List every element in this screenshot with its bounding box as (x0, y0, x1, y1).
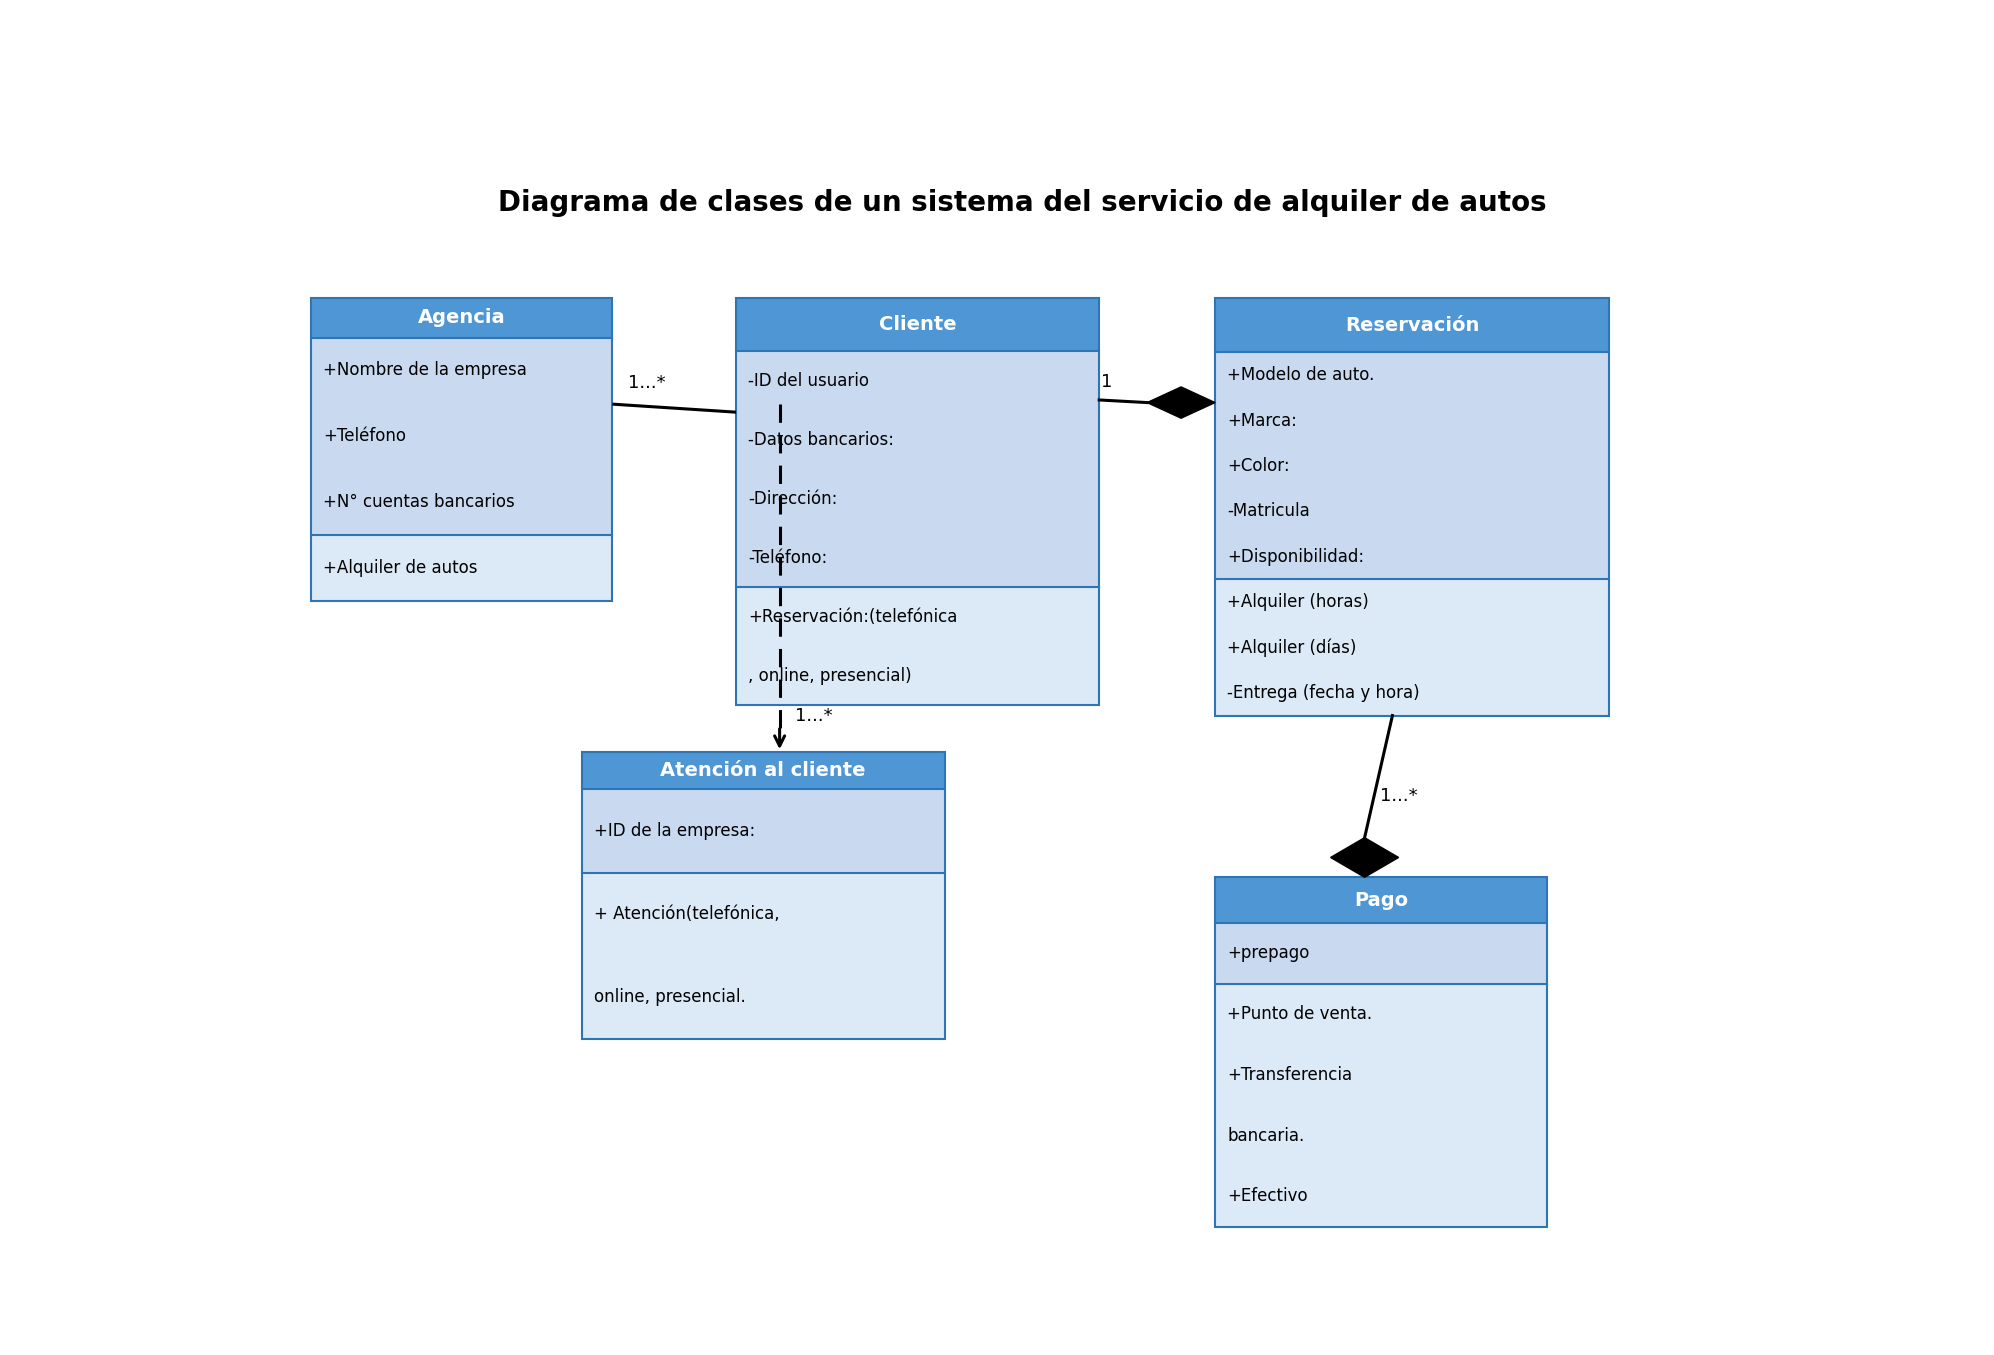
Text: +Alquiler de autos: +Alquiler de autos (323, 558, 479, 577)
Bar (1214, 580, 1609, 715)
Bar (582, 873, 945, 1039)
Text: + Atención(telefónica,: + Atención(telefónica, (594, 905, 780, 923)
Text: -Teléfono:: -Teléfono: (748, 549, 828, 566)
Bar (736, 587, 1099, 705)
Text: Diagrama de clases de un sistema del servicio de alquiler de autos: Diagrama de clases de un sistema del ser… (498, 188, 1545, 217)
Text: +ID de la empresa:: +ID de la empresa: (594, 822, 756, 840)
Text: +Efectivo: +Efectivo (1228, 1187, 1308, 1206)
Text: +Nombre de la empresa: +Nombre de la empresa (323, 362, 526, 379)
Text: -Entrega (fecha y hora): -Entrega (fecha y hora) (1228, 684, 1420, 702)
Bar (1214, 877, 1547, 1226)
Text: +Alquiler (días): +Alquiler (días) (1228, 638, 1356, 657)
Text: +Modelo de auto.: +Modelo de auto. (1228, 366, 1374, 385)
Text: , online, presencial): , online, presencial) (748, 667, 911, 684)
Bar (582, 790, 945, 873)
Polygon shape (1330, 837, 1398, 877)
Bar (582, 752, 945, 790)
Text: +prepago: +prepago (1228, 944, 1310, 962)
Bar (311, 535, 612, 600)
Bar (1214, 877, 1547, 923)
Text: -Dirección:: -Dirección: (748, 489, 837, 508)
Text: +Teléfono: +Teléfono (323, 427, 407, 446)
Bar (736, 298, 1099, 351)
Text: -ID del usuario: -ID del usuario (748, 371, 869, 390)
Bar (311, 337, 612, 535)
Bar (311, 298, 612, 337)
Text: online, presencial.: online, presencial. (594, 988, 746, 1007)
Text: Cliente: Cliente (879, 316, 957, 335)
Polygon shape (1147, 388, 1214, 419)
Text: Pago: Pago (1354, 890, 1408, 909)
Text: +Marca:: +Marca: (1228, 412, 1298, 430)
Bar (1214, 298, 1609, 352)
Text: +N° cuentas bancarios: +N° cuentas bancarios (323, 493, 514, 511)
Text: +Reservación:(telefónica: +Reservación:(telefónica (748, 607, 957, 626)
Text: +Alquiler (horas): +Alquiler (horas) (1228, 593, 1370, 611)
Bar (736, 351, 1099, 587)
Text: -Matricula: -Matricula (1228, 503, 1310, 520)
Text: +Color:: +Color: (1228, 457, 1290, 476)
Bar (582, 752, 945, 1039)
Bar (1214, 352, 1609, 580)
Text: 1...*: 1...* (628, 374, 666, 393)
Text: +Disponibilidad:: +Disponibilidad: (1228, 547, 1364, 566)
Bar (1214, 923, 1547, 984)
Text: +Transferencia: +Transferencia (1228, 1066, 1352, 1084)
Bar (1214, 298, 1609, 715)
Text: Reservación: Reservación (1344, 316, 1480, 335)
Bar (311, 298, 612, 600)
Text: 1...*: 1...* (1380, 787, 1418, 805)
Bar (1214, 984, 1547, 1226)
Text: -Datos bancarios:: -Datos bancarios: (748, 431, 895, 449)
Text: +Punto de venta.: +Punto de venta. (1228, 1005, 1372, 1023)
Text: 1: 1 (1101, 373, 1113, 392)
Text: bancaria.: bancaria. (1228, 1126, 1304, 1145)
Text: Agencia: Agencia (419, 309, 506, 328)
Text: 1...*: 1...* (796, 707, 833, 725)
Bar (736, 298, 1099, 705)
Text: Atención al cliente: Atención al cliente (660, 762, 865, 780)
